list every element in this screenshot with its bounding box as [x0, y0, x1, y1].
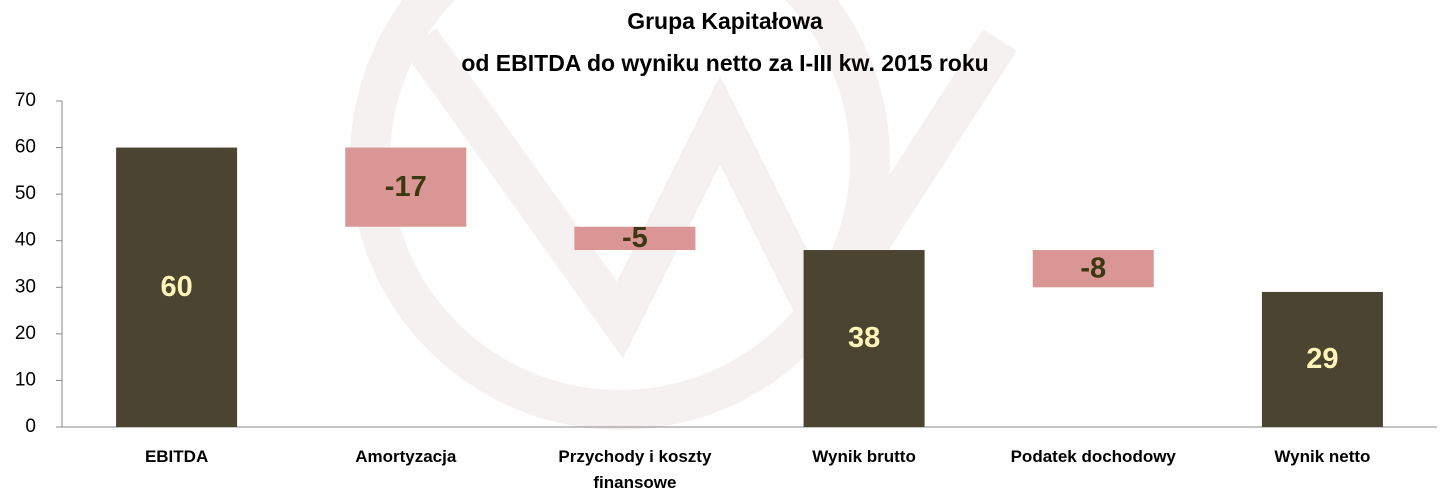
chart-subtitle: od EBITDA do wyniku netto za I-III kw. 2…	[461, 50, 989, 76]
x-tick-label: Amortyzacja	[355, 447, 457, 466]
data-label: 38	[848, 322, 880, 354]
bar	[574, 226, 696, 251]
bar	[803, 250, 925, 427]
data-label: -5	[622, 222, 648, 254]
bar	[116, 147, 238, 428]
y-tick-label: 70	[15, 90, 36, 111]
data-label: 29	[1306, 343, 1338, 375]
bar	[345, 147, 467, 227]
y-tick-label: 20	[15, 323, 36, 344]
y-tick-label: 50	[15, 183, 36, 204]
data-label: -8	[1080, 252, 1106, 284]
chart-title: Grupa Kapitałowa	[627, 8, 823, 34]
y-tick-label: 0	[25, 416, 36, 437]
y-tick-label: 10	[15, 369, 36, 390]
x-tick-label: EBITDA	[144, 447, 209, 466]
x-tick-label: Wynik netto	[1274, 447, 1371, 466]
x-tick-label: Przychody i koszty finansowe	[558, 447, 712, 492]
y-tick-label: 60	[15, 137, 36, 158]
data-label: 60	[160, 271, 192, 303]
x-tick-label: Wynik brutto	[812, 447, 916, 466]
bar	[1032, 250, 1154, 288]
y-tick-label: 40	[15, 230, 36, 251]
data-label: -17	[385, 171, 427, 203]
x-tick-label: Podatek dochodowy	[1010, 447, 1176, 466]
bar	[1261, 291, 1383, 427]
y-tick-label: 30	[15, 276, 36, 297]
